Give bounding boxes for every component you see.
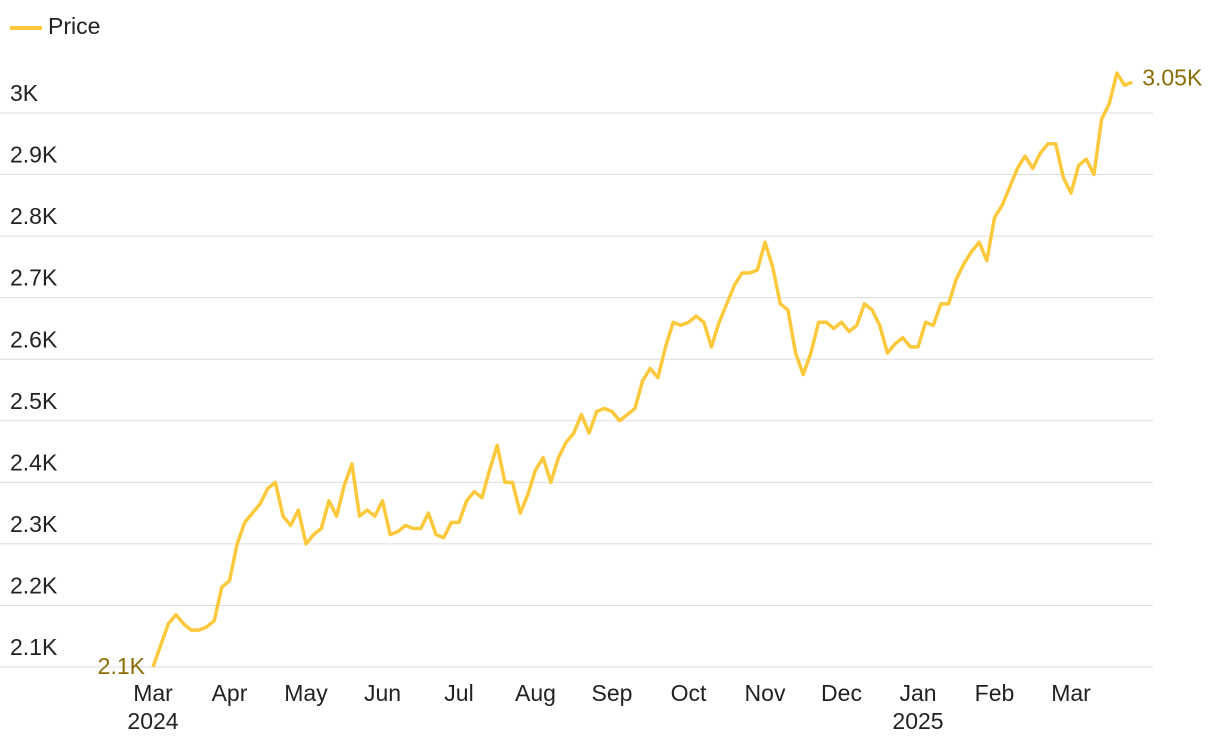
x-tick-label: Jun	[364, 680, 401, 706]
legend-label: Price	[48, 13, 100, 39]
x-tick-label: Jan	[899, 680, 936, 706]
x-tick-label: May	[284, 680, 328, 706]
y-tick-label: 2.1K	[10, 634, 58, 660]
x-tick-label: Dec	[821, 680, 862, 706]
y-tick-label: 2.6K	[10, 326, 58, 352]
x-tick-label: Feb	[975, 680, 1015, 706]
x-tick-year: 2024	[127, 708, 178, 734]
y-tick-label: 2.9K	[10, 142, 58, 168]
price-line	[151, 71, 1133, 668]
x-tick-label: Nov	[745, 680, 786, 706]
x-tick-year: 2025	[892, 708, 943, 734]
y-tick-label: 2.2K	[10, 573, 58, 599]
x-tick-label: Mar	[133, 680, 173, 706]
value-label: 3.05K	[1142, 64, 1203, 90]
y-tick-label: 2.4K	[10, 449, 58, 475]
y-tick-label: 2.3K	[10, 511, 58, 537]
x-tick-label: Apr	[212, 680, 248, 706]
y-tick-label: 2.5K	[10, 388, 58, 414]
x-tick-label: Mar	[1051, 680, 1091, 706]
x-tick-label: Sep	[592, 680, 633, 706]
x-tick-label: Aug	[515, 680, 556, 706]
x-tick-label: Oct	[671, 680, 707, 706]
y-tick-label: 3K	[10, 80, 39, 106]
y-tick-label: 2.7K	[10, 265, 58, 291]
y-tick-label: 2.8K	[10, 203, 58, 229]
value-label: 2.1K	[98, 653, 146, 679]
x-tick-label: Jul	[444, 680, 473, 706]
